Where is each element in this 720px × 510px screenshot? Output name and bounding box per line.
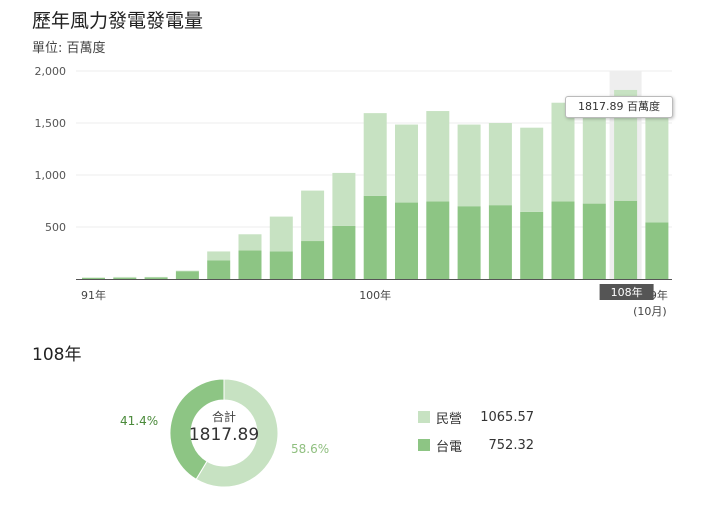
legend-item-private[interactable]: 民營 1065.57 xyxy=(418,407,534,427)
donut-slice-taipower[interactable] xyxy=(169,378,225,480)
bar-102-taipower[interactable] xyxy=(426,201,450,279)
bar-101-taipower[interactable] xyxy=(395,202,418,279)
bar-99-private[interactable] xyxy=(332,172,356,226)
legend-value-private: 1065.57 xyxy=(480,409,534,425)
bar-104-private[interactable] xyxy=(488,123,512,206)
donut-total-value: 1817.89 xyxy=(188,425,260,445)
bar-106-taipower[interactable] xyxy=(551,201,575,279)
bar-96-private[interactable] xyxy=(238,234,262,251)
selected-x-label-box xyxy=(599,284,654,300)
bar-97-private[interactable] xyxy=(269,216,293,252)
bar-103-taipower[interactable] xyxy=(457,206,481,279)
private-percent-label: 58.6% xyxy=(291,442,330,456)
bars[interactable] xyxy=(82,89,669,279)
bar-95-taipower[interactable] xyxy=(207,260,231,279)
bar-95-private[interactable] xyxy=(207,251,231,261)
bar-109-private[interactable] xyxy=(645,116,669,223)
donut-chart[interactable] xyxy=(169,378,279,488)
bar-91-private[interactable] xyxy=(82,277,105,278)
legend-swatch-taipower xyxy=(418,439,430,451)
bar-103-private[interactable] xyxy=(457,124,481,207)
bar-102-private[interactable] xyxy=(426,111,450,202)
bar-97-taipower[interactable] xyxy=(269,251,293,279)
y-tick-label-2000: 2,000 xyxy=(35,65,67,78)
donut-total-label: 合計 xyxy=(211,410,236,424)
legend-name-taipower: 台電 xyxy=(436,439,463,455)
bar-94-private[interactable] xyxy=(175,270,199,272)
bar-93-taipower[interactable] xyxy=(144,277,168,279)
bar-104-taipower[interactable] xyxy=(488,205,512,279)
x-tick-label-last-note: (10月) xyxy=(633,305,667,318)
legend-name-private: 民營 xyxy=(436,411,463,427)
bar-100-private[interactable] xyxy=(363,113,387,196)
bar-92-taipower[interactable] xyxy=(113,277,137,279)
x-tick-label-first: 91年 xyxy=(81,288,106,302)
bar-98-private[interactable] xyxy=(301,190,325,242)
bar-100-taipower[interactable] xyxy=(363,195,387,279)
chart-unit-subtitle: 單位: 百萬度 xyxy=(32,41,106,56)
y-tick-label-1500: 1,500 xyxy=(35,117,67,130)
legend-item-taipower[interactable]: 台電 752.32 xyxy=(418,435,534,455)
bar-94-taipower[interactable] xyxy=(175,271,199,279)
bar-105-private[interactable] xyxy=(520,127,544,212)
bar-107-taipower[interactable] xyxy=(582,203,606,279)
bar-107-private[interactable] xyxy=(582,102,606,204)
bar-tooltip: 1817.89 百萬度 xyxy=(565,96,673,118)
donut-slice-private[interactable] xyxy=(195,378,279,488)
y-tick-label-1000: 1,000 xyxy=(35,169,67,182)
bar-101-private[interactable] xyxy=(395,124,418,203)
donut-legend: 民營 1065.57 台電 752.32 xyxy=(418,407,534,463)
chart-title: 歷年風力發電發電量 xyxy=(32,10,204,32)
x-tick-label-selected: 108年 xyxy=(611,285,643,299)
bar-106-private[interactable] xyxy=(551,102,575,202)
selected-year-heading: 108年 xyxy=(32,345,82,365)
bar-91-taipower[interactable] xyxy=(82,277,105,279)
legend-value-taipower: 752.32 xyxy=(488,437,535,453)
bar-99-taipower[interactable] xyxy=(332,225,356,279)
taipower-percent-label: 41.4% xyxy=(120,414,159,428)
bar-93-private[interactable] xyxy=(144,276,168,278)
legend-swatch-private xyxy=(418,411,430,423)
x-tick-label-mid: 100年 xyxy=(359,288,391,302)
y-tick-label-500: 500 xyxy=(45,221,66,234)
bar-98-taipower[interactable] xyxy=(301,241,325,279)
bar-108-taipower[interactable] xyxy=(614,200,638,279)
bar-96-taipower[interactable] xyxy=(238,250,262,279)
bar-105-taipower[interactable] xyxy=(520,211,544,279)
bar-109-taipower[interactable] xyxy=(645,222,669,279)
bar-92-private[interactable] xyxy=(113,276,137,278)
